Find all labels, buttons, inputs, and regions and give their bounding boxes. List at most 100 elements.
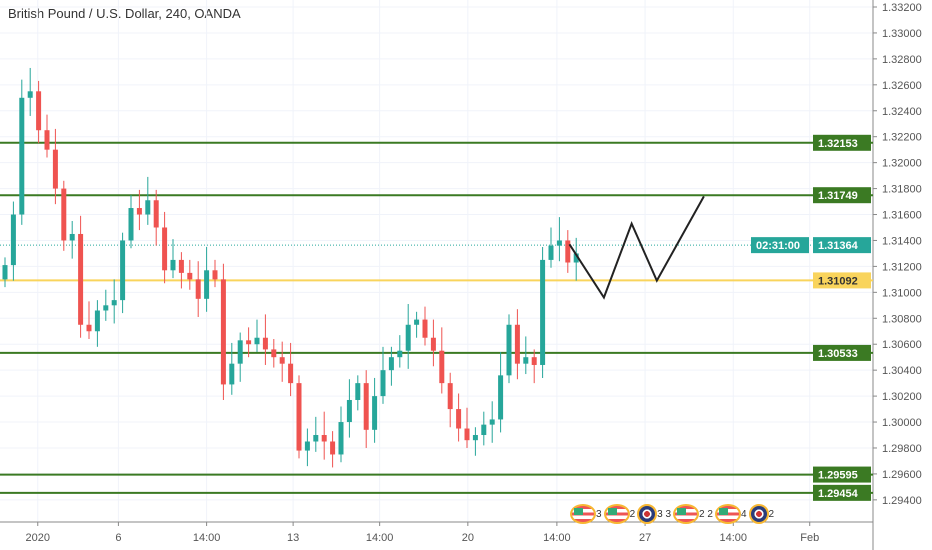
economic-event[interactable]: 2 2 <box>673 503 713 525</box>
candle-up <box>27 91 33 98</box>
time-tick-label: 6 <box>115 532 121 544</box>
price-tick-label: 1.33200 <box>882 2 922 14</box>
candle-down <box>136 208 142 215</box>
candle-up <box>128 208 134 241</box>
candle-down <box>44 130 50 150</box>
candle-up <box>472 435 478 441</box>
level-price-label-bg <box>813 272 871 289</box>
candle-up <box>523 357 529 364</box>
candle-down <box>187 272 193 280</box>
candle-down <box>220 279 226 385</box>
price-tick-label: 1.31800 <box>882 184 922 196</box>
price-tick-label: 1.32800 <box>882 54 922 66</box>
candle-down <box>178 259 184 273</box>
candle-down <box>321 435 327 442</box>
candle-down <box>288 363 294 384</box>
candle-down <box>296 383 302 451</box>
current-price-label: 1.31364 <box>818 240 859 252</box>
candle-down <box>422 319 428 338</box>
candle-up <box>111 300 117 306</box>
candle-up <box>481 424 487 436</box>
candle-down <box>447 383 453 410</box>
candle-up <box>489 419 495 425</box>
candle-down <box>212 270 218 280</box>
level-price-label: 1.31092 <box>818 275 858 287</box>
candle-up <box>397 350 403 358</box>
candle-up <box>338 422 344 455</box>
candle-down <box>363 383 369 430</box>
candle-up <box>388 357 394 371</box>
candle-up <box>229 363 235 385</box>
candle-up <box>94 310 100 332</box>
candle-up <box>498 375 504 420</box>
economic-event[interactable]: 2 <box>748 503 774 525</box>
event-count: 3 <box>596 508 602 520</box>
candle-down <box>195 279 201 299</box>
time-tick-label: 14:00 <box>366 532 394 544</box>
level-price-label: 1.29595 <box>818 470 858 482</box>
event-count: 3 3 <box>657 508 672 520</box>
price-tick-label: 1.31600 <box>882 210 922 222</box>
candle-up <box>69 233 75 241</box>
level-price-label-bg <box>813 466 871 483</box>
time-tick-label: 13 <box>287 532 299 544</box>
uk-flag-icon <box>637 504 658 524</box>
candle-up <box>237 340 243 364</box>
candle-down <box>279 357 285 364</box>
candle-down <box>271 349 277 358</box>
price-tick-label: 1.32000 <box>882 158 922 170</box>
price-tick-label: 1.29600 <box>882 469 922 481</box>
us-flag-icon <box>603 504 630 524</box>
candle-up <box>380 370 386 397</box>
candle-up <box>506 324 512 376</box>
candle-down <box>78 233 84 325</box>
candle-up <box>145 200 151 215</box>
level-price-label-bg <box>813 187 871 204</box>
candle-up <box>573 253 579 263</box>
economic-event[interactable]: 4 <box>714 503 747 525</box>
candle-down <box>439 350 445 384</box>
price-tick-label: 1.30200 <box>882 391 922 403</box>
price-tick-label: 1.30800 <box>882 313 922 325</box>
candle-down <box>514 324 520 364</box>
price-tick-label: 1.32600 <box>882 80 922 92</box>
price-tick-label: 1.30000 <box>882 417 922 429</box>
uk-flag-icon <box>748 504 769 524</box>
us-flag-icon <box>570 504 596 524</box>
candle-down <box>61 188 67 241</box>
bar-countdown-label-bg <box>751 237 809 254</box>
price-tick-label: 1.31400 <box>882 235 922 247</box>
candle-down <box>531 357 537 365</box>
candle-up <box>103 305 109 311</box>
price-tick-label: 1.30600 <box>882 339 922 351</box>
level-price-label: 1.29454 <box>818 488 859 500</box>
level-price-label: 1.30533 <box>818 348 858 360</box>
level-price-label: 1.31749 <box>818 190 858 202</box>
bar-countdown-label: 02:31:00 <box>756 240 800 252</box>
candle-up <box>556 240 562 246</box>
event-count: 4 <box>740 508 747 520</box>
candle-up <box>254 337 260 345</box>
economic-event[interactable]: 3 <box>570 503 602 525</box>
economic-events[interactable]: 3 2 3 3 2 2 4 2 <box>570 503 774 525</box>
economic-event[interactable]: 3 3 <box>637 503 671 525</box>
price-tick-label: 1.33000 <box>882 28 922 40</box>
price-tick-label: 1.32200 <box>882 132 922 144</box>
candle-up <box>355 383 361 400</box>
candle-down <box>430 337 436 351</box>
time-tick-label: 27 <box>639 532 651 544</box>
candle-up <box>304 441 310 451</box>
candle-down <box>86 324 92 332</box>
us-flag-icon <box>714 504 741 524</box>
candle-down <box>565 240 571 263</box>
level-price-label-bg <box>813 344 871 361</box>
economic-event[interactable]: 2 <box>603 503 635 525</box>
candle-up <box>346 399 352 423</box>
level-price-label-bg <box>813 484 871 501</box>
us-flag-icon <box>673 504 700 524</box>
time-tick-label: 20 <box>462 532 474 544</box>
candle-down <box>464 428 470 441</box>
candle-down <box>52 149 58 189</box>
candle-up <box>548 245 554 260</box>
